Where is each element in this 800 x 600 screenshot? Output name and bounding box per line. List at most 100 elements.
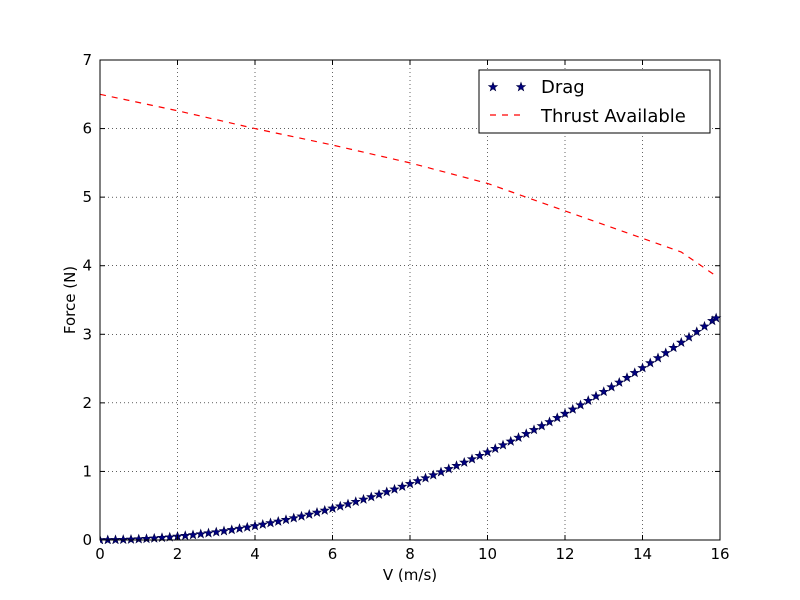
drag-point [598, 386, 609, 397]
drag-point [559, 408, 571, 419]
y-tick-label: 4 [82, 257, 92, 275]
series-layer [100, 93, 722, 544]
drag-point [249, 520, 261, 531]
y-tick-label: 7 [82, 51, 92, 69]
drag-point [497, 439, 509, 450]
drag-point [521, 428, 532, 439]
y-tick-label: 3 [82, 325, 92, 343]
drag-point [621, 372, 633, 383]
drag-point [319, 504, 330, 515]
drag-point [381, 486, 392, 497]
drag-point [133, 533, 144, 544]
x-tick-label: 6 [328, 545, 338, 563]
legend-drag-marker [487, 81, 527, 92]
x-tick-label: 8 [405, 545, 415, 563]
drag-point [412, 475, 423, 486]
drag-point [358, 493, 369, 504]
drag-point [606, 381, 617, 392]
drag-point [389, 483, 400, 494]
y-tick-label: 2 [82, 394, 92, 412]
drag-point [575, 399, 586, 410]
x-axis-label: V (m/s) [383, 566, 437, 584]
legend-thrust-label: Thrust Available [540, 106, 686, 127]
y-tick-label: 1 [82, 462, 92, 480]
x-tick-label: 14 [633, 545, 652, 563]
drag-point [482, 446, 493, 457]
drag-point [466, 453, 478, 464]
series-group [100, 93, 722, 544]
drag-point [699, 320, 710, 331]
drag-point [710, 312, 722, 323]
drag-point [544, 416, 555, 427]
drag-point [567, 403, 578, 414]
drag-point [645, 357, 656, 368]
drag-point [273, 515, 284, 526]
drag-point [583, 395, 594, 406]
legend-box [478, 69, 711, 134]
drag-point [296, 510, 307, 521]
drag-point [304, 508, 315, 519]
x-tick-label: 16 [710, 545, 729, 563]
drag-point [443, 463, 454, 474]
drag-point [141, 533, 152, 544]
drag-point [366, 491, 377, 502]
x-tick-label: 10 [478, 545, 497, 563]
drag-point [490, 443, 501, 454]
drag-point [435, 466, 447, 477]
drag-point [242, 521, 253, 532]
drag-point [342, 498, 354, 509]
drag-point [195, 528, 206, 539]
drag-point [420, 472, 431, 483]
drag-point [676, 337, 687, 347]
drag-point [474, 450, 485, 461]
drag-point [311, 507, 323, 517]
drag-point [203, 527, 214, 538]
drag-point [691, 326, 702, 337]
legend-drag-star [515, 81, 527, 92]
drag-point [668, 342, 679, 353]
y-tick-label: 6 [82, 120, 92, 138]
y-tick-label: 5 [82, 188, 92, 206]
drag-point [350, 496, 361, 507]
drag-point [637, 362, 648, 373]
drag-point [629, 367, 640, 378]
drag-point [187, 529, 199, 540]
drag-point [280, 514, 292, 525]
drag-point [373, 488, 385, 499]
y-axis-label: Force (N) [61, 266, 79, 334]
drag-point [335, 500, 346, 511]
drag-point [683, 331, 695, 342]
drag-point [451, 460, 462, 471]
x-tick-label: 2 [173, 545, 183, 563]
drag-point [218, 525, 230, 536]
drag-point [226, 524, 237, 535]
x-tick-label: 4 [250, 545, 260, 563]
legend-drag-label: Drag [541, 77, 585, 98]
drag-point [660, 347, 671, 358]
drag-point [652, 352, 664, 363]
drag-point [528, 424, 540, 435]
drag-point [164, 531, 175, 542]
drag-point [428, 469, 439, 480]
drag-point [614, 376, 625, 387]
drag-point [513, 432, 524, 443]
drag-point [590, 390, 602, 401]
drag-point [180, 530, 191, 541]
drag-point [211, 526, 222, 537]
drag-point [536, 420, 547, 431]
drag-point [234, 523, 245, 534]
drag-point [265, 517, 276, 528]
drag-point [505, 435, 516, 446]
drag-point [552, 412, 563, 423]
x-tick-label: 0 [95, 545, 105, 563]
x-tick-label: 12 [555, 545, 574, 563]
legend: Drag Thrust Available [478, 69, 711, 134]
y-tick-label: 0 [82, 531, 92, 549]
drag-point [397, 481, 408, 492]
legend-drag-star [487, 81, 499, 92]
drag-point [288, 512, 299, 523]
drag-point [327, 502, 338, 513]
drag-point [257, 519, 268, 529]
